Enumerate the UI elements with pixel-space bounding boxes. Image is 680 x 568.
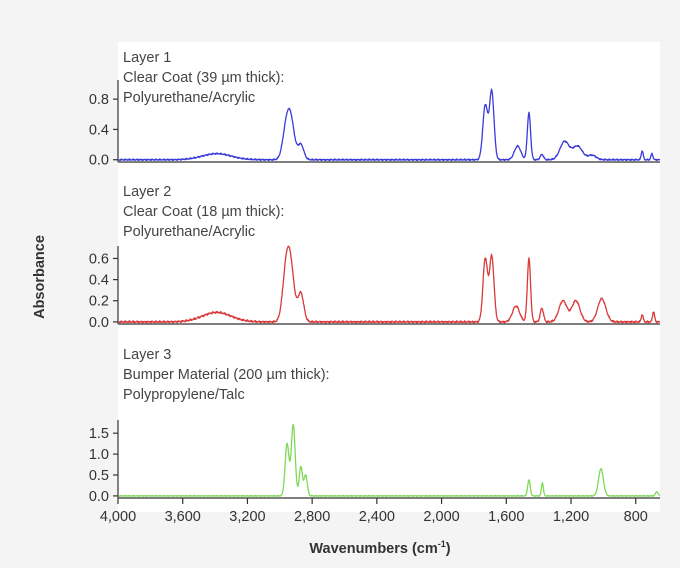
y-tick-label: 0.6	[89, 251, 109, 267]
y-tick-label: 0.0	[89, 315, 109, 331]
panel-label-line: Polyurethane/Acrylic	[123, 90, 255, 106]
spectrum-line-layer-1	[118, 88, 661, 162]
y-axis-title: Absorbance	[32, 235, 48, 319]
x-axis-title-main: Wavenumbers (cm	[309, 541, 437, 557]
panel-label-line: Bumper Material (200 µm thick):	[123, 367, 330, 383]
panel-layer-1: Layer 1 Clear Coat (39 µm thick): Polyuret…	[89, 50, 661, 169]
panel-layer-2: Layer 2 Clear Coat (18 µm thick): Polyuret…	[89, 184, 661, 331]
x-tick-label: 2,800	[294, 509, 330, 525]
y-tick-label: 0.4	[89, 122, 109, 138]
spectrum-line-layer-2	[118, 245, 661, 324]
x-tick-label: 1,600	[488, 509, 524, 525]
x-tick-label: 3,600	[165, 509, 201, 525]
y-tick-label: 0.4	[89, 273, 109, 289]
x-tick-label: 2,000	[423, 509, 459, 525]
panel-layer-3: Layer 3 Bumper Material (200 µm thick): Po…	[89, 347, 661, 505]
y-tick-label: 0.8	[89, 92, 109, 108]
x-axis-title: Wavenumbers (cm-1)	[309, 539, 450, 557]
y-tick-label: 0.0	[89, 153, 109, 169]
x-tick-label: 2,400	[359, 509, 395, 525]
panel-label-line: Clear Coat (18 µm thick):	[123, 204, 284, 220]
spectrum-line-layer-3	[118, 423, 661, 497]
panel-label-line: Polyurethane/Acrylic	[123, 224, 255, 240]
x-axis-title-suffix: )	[446, 541, 451, 557]
x-tick-label: 1,200	[553, 509, 589, 525]
x-axis: 4,000 3,600 3,200 2,800 2,400 2,000 1,600 1,200…	[100, 498, 648, 525]
y-tick-label: 0.0	[89, 489, 109, 505]
plot-area-background	[118, 42, 660, 512]
panel-label-line: Layer 3	[123, 347, 171, 363]
x-tick-label: 4,000	[100, 509, 136, 525]
y-tick-label: 1.5	[89, 426, 109, 442]
y-tick-label: 0.5	[89, 468, 109, 484]
y-tick-label: 0.2	[89, 294, 109, 310]
panel-label-line: Layer 1	[123, 50, 171, 66]
y-tick-label: 1.0	[89, 447, 109, 463]
x-axis-title-superscript: -1	[438, 539, 446, 549]
spectra-panels: Layer 1 Clear Coat (39 µm thick): Polyuret…	[89, 50, 661, 505]
panel-label-line: Clear Coat (39 µm thick):	[123, 70, 284, 86]
panel-label-line: Polypropylene/Talc	[123, 387, 245, 403]
panel-label-line: Layer 2	[123, 184, 171, 200]
x-tick-label: 800	[624, 509, 648, 525]
x-tick-label: 3,200	[229, 509, 265, 525]
